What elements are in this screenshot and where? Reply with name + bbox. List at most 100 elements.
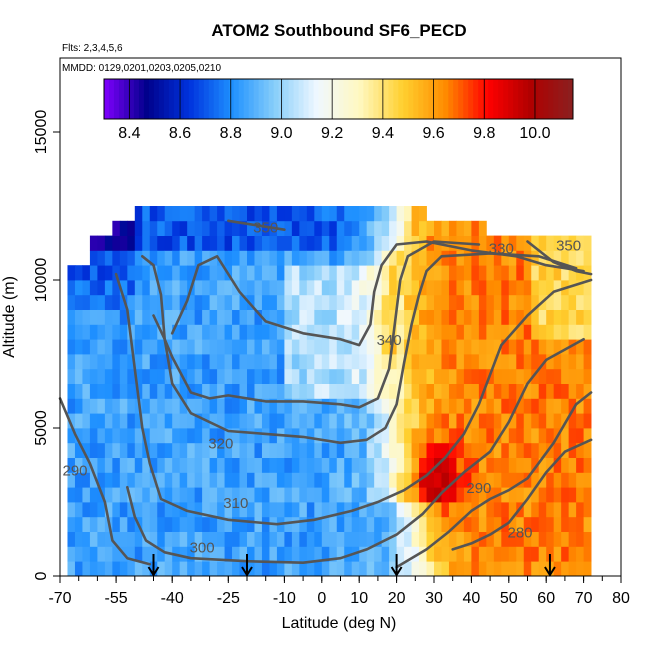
heat-cell <box>561 250 570 266</box>
heat-cell <box>194 531 203 547</box>
heat-cell <box>508 339 517 355</box>
heat-cell <box>366 294 375 310</box>
heat-cell <box>411 206 420 222</box>
heat-cell <box>426 502 435 518</box>
heat-cell <box>478 220 487 236</box>
heat-cell <box>538 413 547 429</box>
dates-annotation: MMDD: 0129,0201,0203,0205,0210 <box>62 63 221 74</box>
heat-cell <box>404 309 412 325</box>
heat-cell <box>97 280 106 296</box>
heat-cell <box>239 398 248 414</box>
heat-cell <box>561 309 570 325</box>
x-tick-label: 10 <box>350 590 368 607</box>
heat-cell <box>389 206 397 222</box>
heat-cell <box>299 235 308 251</box>
colorbar-swatch <box>443 79 449 119</box>
heat-cell <box>239 457 248 473</box>
heat-cell <box>97 265 106 281</box>
heat-cell <box>321 235 330 251</box>
heat-cell <box>463 383 472 399</box>
colorbar-swatch <box>383 79 389 119</box>
heat-cell <box>531 280 540 296</box>
heat-cell <box>269 487 278 503</box>
heat-cell <box>531 368 540 384</box>
heat-cell <box>179 442 188 458</box>
heat-cell <box>97 442 106 458</box>
heat-cell <box>396 354 405 370</box>
heat-cell <box>419 339 427 355</box>
colorbar-swatch <box>463 79 469 119</box>
heat-cell <box>344 294 353 310</box>
heat-cell <box>471 220 480 236</box>
heat-cell <box>112 354 121 370</box>
heat-cell <box>217 280 225 296</box>
heat-cell <box>217 502 225 518</box>
heat-cell <box>561 457 570 473</box>
heat-cell <box>366 398 375 414</box>
heat-cell <box>329 235 338 251</box>
colorbar-swatch <box>323 79 330 119</box>
heat-cell <box>441 339 450 355</box>
heat-cell <box>516 561 525 577</box>
heat-cell <box>82 487 91 503</box>
heat-cell <box>508 309 517 325</box>
heat-cell <box>329 516 338 532</box>
heat-cell <box>493 250 502 266</box>
heat-cell <box>329 472 338 488</box>
heat-cell <box>456 546 465 562</box>
heat-cell <box>217 398 225 414</box>
heat-cell <box>516 309 525 325</box>
heat-cell <box>411 398 420 414</box>
heat-cell <box>523 516 532 532</box>
heat-cell <box>67 442 76 458</box>
contour-label-320: 320 <box>208 436 233 453</box>
heat-cell <box>366 383 375 399</box>
heat-cell <box>157 546 166 562</box>
heat-cell <box>478 265 487 281</box>
heat-cell <box>359 487 368 503</box>
heat-cell <box>239 309 248 325</box>
heat-cell <box>276 324 285 340</box>
heat-cell <box>299 220 308 236</box>
heat-cell <box>561 265 570 281</box>
heat-cell <box>486 561 495 577</box>
heat-cell <box>306 309 315 325</box>
heat-cell <box>434 546 442 562</box>
heat-cell <box>448 472 457 488</box>
heat-cell <box>269 368 278 384</box>
heat-cell <box>187 354 196 370</box>
colorbar-swatch <box>353 79 359 119</box>
heat-cell <box>97 354 106 370</box>
heat-cell <box>366 546 375 562</box>
heat-cell <box>157 472 166 488</box>
heat-cell <box>314 339 323 355</box>
heat-cell <box>232 442 240 458</box>
heat-cell <box>217 220 225 236</box>
heat-cell <box>486 265 495 281</box>
heat-cell <box>426 265 435 281</box>
heat-cell <box>434 280 442 296</box>
heat-cell <box>194 487 203 503</box>
heat-cell <box>389 457 397 473</box>
heat-cell <box>82 324 91 340</box>
heat-cell <box>142 294 151 310</box>
heat-cell <box>217 206 225 222</box>
heat-cell <box>239 250 248 266</box>
heat-cell <box>531 250 540 266</box>
heat-cell <box>172 235 181 251</box>
heat-cell <box>553 457 562 473</box>
heat-cell <box>381 516 390 532</box>
heat-cell <box>232 502 240 518</box>
heat-cell <box>269 546 278 562</box>
heat-cell <box>306 339 315 355</box>
heat-cell <box>441 354 450 370</box>
heat-cell <box>142 324 151 340</box>
heat-cell <box>187 294 196 310</box>
heat-cell <box>321 354 330 370</box>
heat-cell <box>576 250 584 266</box>
heat-cell <box>389 354 397 370</box>
heat-cell <box>516 516 525 532</box>
heat-cell <box>164 206 173 222</box>
heat-cell <box>239 339 248 355</box>
